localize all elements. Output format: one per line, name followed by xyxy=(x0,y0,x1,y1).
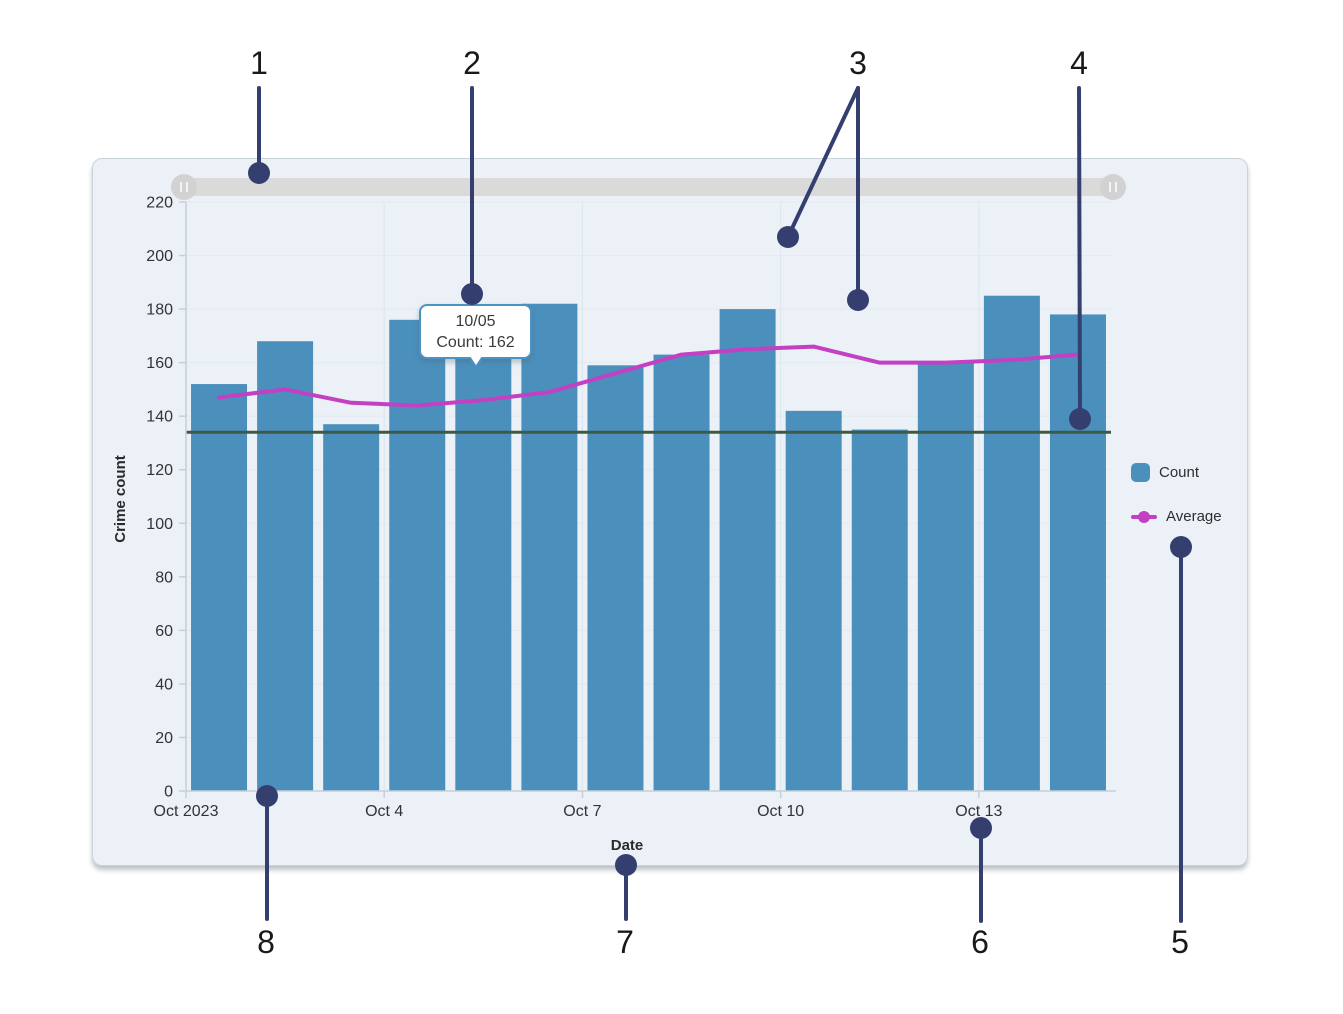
average-series-swatch xyxy=(1131,510,1157,523)
y-tick-label: 20 xyxy=(155,730,173,747)
bar-oct-11[interactable] xyxy=(851,429,908,791)
bar-oct-12[interactable] xyxy=(917,362,974,791)
bar-oct-10[interactable] xyxy=(785,410,842,791)
y-tick-label: 40 xyxy=(155,676,173,693)
legend-item-average[interactable]: Average xyxy=(1131,508,1222,525)
chart-tooltip: 10/05 Count: 162 xyxy=(419,304,532,368)
x-tick-label: Oct 13 xyxy=(955,803,1002,820)
pause-icon xyxy=(1109,182,1117,192)
y-tick-label: 60 xyxy=(155,623,173,640)
bar-oct-7[interactable] xyxy=(587,365,644,791)
x-tick-label: Oct 7 xyxy=(563,803,601,820)
pause-icon xyxy=(180,182,188,192)
average-line[interactable] xyxy=(217,344,1080,408)
legend-label: Average xyxy=(1166,508,1222,525)
callout-number: 2 xyxy=(463,45,481,81)
y-tick-label: 220 xyxy=(146,195,173,212)
callout-number: 7 xyxy=(616,924,634,960)
bar-oct-9[interactable] xyxy=(719,309,776,791)
y-tick-label: 160 xyxy=(146,355,173,372)
y-axis-title: Crime count xyxy=(112,455,129,543)
callout-number: 3 xyxy=(849,45,867,81)
legend-item-count[interactable]: Count xyxy=(1131,463,1222,482)
bar-oct-5[interactable] xyxy=(455,357,512,791)
bar-oct-2[interactable] xyxy=(257,341,314,791)
count-series-swatch xyxy=(1131,463,1150,482)
time-range-slider-track[interactable] xyxy=(179,178,1120,196)
x-tick-label: Oct 4 xyxy=(365,803,403,820)
y-tick-label: 180 xyxy=(146,302,173,319)
y-tick-label: 140 xyxy=(146,409,173,426)
callout-number: 8 xyxy=(257,924,275,960)
bar-oct-13[interactable] xyxy=(983,295,1040,791)
y-tick-label: 80 xyxy=(155,569,173,586)
bar-oct-3[interactable] xyxy=(323,424,380,791)
slider-handle-right[interactable] xyxy=(1100,174,1126,200)
legend: Count Average xyxy=(1131,463,1222,551)
bar-oct-1[interactable] xyxy=(191,384,248,791)
bar-oct-14[interactable] xyxy=(1049,314,1106,791)
y-tick-label: 100 xyxy=(146,516,173,533)
tooltip-value: Count: 162 xyxy=(436,334,515,351)
bar-oct-4[interactable] xyxy=(389,319,446,791)
bar-oct-6[interactable] xyxy=(521,303,578,791)
callout-number: 5 xyxy=(1171,924,1189,960)
callout-number: 1 xyxy=(250,45,268,81)
slider-handle-left[interactable] xyxy=(171,174,197,200)
chart-plot: 0 20 40 60 80 100 120 140 160 180 200 220 Oct 2023 Oc… xyxy=(146,195,1116,820)
y-tick-label: 200 xyxy=(146,248,173,265)
tooltip-date: 10/05 xyxy=(455,313,496,330)
x-axis-title: Date xyxy=(610,837,644,854)
y-tick-label: 120 xyxy=(146,462,173,479)
callout-number: 4 xyxy=(1070,45,1088,81)
x-tick-label: Oct 2023 xyxy=(154,803,219,820)
x-tick-label: Oct 10 xyxy=(757,803,804,820)
callout-number: 6 xyxy=(971,924,989,960)
chart-card: 0 20 40 60 80 100 120 140 160 180 200 220 Oct 2023 Oc… xyxy=(92,158,1248,866)
bar-oct-8[interactable] xyxy=(653,354,710,791)
legend-label: Count xyxy=(1159,464,1200,481)
y-tick-label: 0 xyxy=(164,784,173,801)
